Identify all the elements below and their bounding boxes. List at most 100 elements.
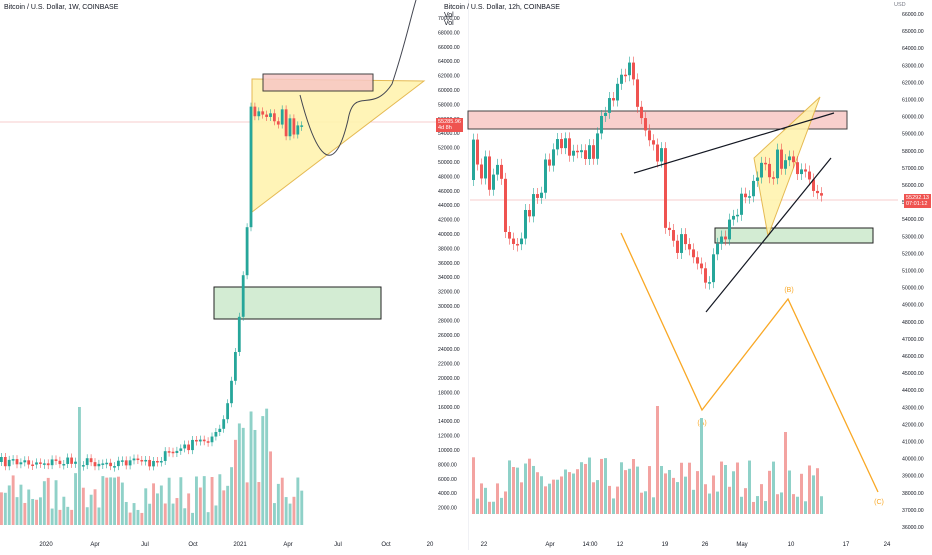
right-y-tick: 62000.00 — [902, 80, 924, 86]
left-candle — [163, 451, 167, 461]
left-volume-bar — [214, 505, 218, 525]
left-candle — [62, 463, 66, 466]
left-candle — [54, 459, 58, 461]
left-x-tick: Apr — [90, 542, 99, 548]
left-volume-bar — [183, 508, 187, 525]
right-volume-bar — [800, 473, 803, 514]
left-volume-bar — [35, 499, 38, 525]
right-volume-bar — [512, 467, 515, 514]
left-candle — [66, 457, 70, 464]
left-volume-bar — [66, 506, 70, 525]
right-candle — [532, 194, 535, 217]
left-candle — [261, 111, 265, 115]
left-volume-bar — [54, 480, 58, 525]
left-candle — [105, 462, 109, 465]
right-candle — [496, 164, 499, 175]
left-candle — [159, 460, 163, 463]
right-candle — [764, 162, 767, 165]
right-candle — [768, 163, 771, 178]
middle-y-tick: 64000.00 — [438, 59, 460, 65]
right-volume-bar — [576, 469, 579, 514]
left-volume-bar — [58, 509, 62, 525]
middle-y-tick: 42000.00 — [438, 218, 460, 224]
left-chart-header: Bitcoin / U.S. Dollar, 1W, COINBASE — [4, 4, 118, 12]
left-volume-bar — [234, 439, 237, 525]
right-volume-bar — [596, 480, 599, 514]
middle-y-tick: 28000.00 — [438, 318, 460, 324]
left-volume-bar — [101, 476, 105, 525]
left-candle — [109, 462, 112, 467]
left-volume-bar — [187, 493, 191, 525]
right-volume-bar — [492, 501, 495, 514]
left-candle — [11, 459, 15, 461]
right-vol-label: Vol — [444, 12, 454, 19]
right-y-tick: 48000.00 — [902, 320, 924, 326]
left-volume-bar — [120, 482, 124, 525]
right-candle — [580, 150, 583, 153]
right-candle — [796, 162, 799, 175]
left-x-tick: Jul — [334, 542, 342, 548]
left-volume-bar — [27, 489, 31, 525]
right-candle — [648, 130, 651, 141]
left-volume-bar — [210, 476, 214, 525]
left-candle — [273, 113, 276, 122]
right-candle — [564, 138, 567, 149]
left-volume-bar — [78, 407, 81, 525]
right-volume-bar — [556, 479, 559, 514]
left-candle — [128, 460, 132, 466]
left-volume-bar — [237, 423, 241, 525]
middle-y-tick: 26000.00 — [438, 333, 460, 339]
left-volume-bar — [222, 490, 226, 525]
left-candle — [191, 439, 194, 451]
right-candle — [716, 243, 719, 255]
right-y-tick: 51000.00 — [902, 269, 924, 275]
left-volume-bar — [276, 483, 280, 525]
right-volume-bar — [732, 471, 735, 514]
right-y-tick: 54000.00 — [902, 217, 924, 223]
right-candle — [592, 145, 595, 159]
left-candle — [245, 227, 249, 276]
left-candle — [132, 458, 136, 461]
right-candle — [604, 112, 607, 116]
right-volume-bar — [496, 483, 499, 514]
left-volume-bar — [31, 498, 35, 525]
right-candle — [808, 171, 811, 180]
middle-y-tick: 4000.00 — [438, 491, 457, 497]
left-volume-bar — [19, 484, 23, 525]
left-candle — [198, 439, 202, 442]
right-axis-currency: USD — [894, 2, 906, 8]
right-volume-bar — [588, 457, 591, 514]
right-candle — [548, 159, 551, 166]
left-volume-bar — [179, 477, 183, 525]
right-y-tick: 52000.00 — [902, 251, 924, 257]
right-volume-bar — [696, 471, 699, 514]
right-candle — [628, 62, 631, 76]
right-resistance-zone — [467, 110, 848, 130]
right-candle — [804, 169, 807, 172]
right-candle — [488, 156, 491, 190]
right-vol-label-2: Vol — [444, 20, 454, 27]
right-candle — [540, 192, 543, 198]
left-x-tick: Oct — [381, 542, 391, 548]
left-candle — [167, 451, 171, 453]
right-candle — [756, 177, 759, 181]
right-candle — [656, 144, 659, 162]
left-volume-bar — [124, 501, 128, 525]
right-candle — [720, 236, 723, 244]
right-candle — [772, 177, 775, 179]
left-volume-bar — [284, 497, 288, 525]
right-volume-bar — [548, 483, 551, 514]
right-candle — [508, 231, 511, 239]
right-volume-bar — [580, 462, 583, 514]
right-candle — [484, 156, 487, 179]
right-x-tick: 17 — [843, 542, 850, 548]
left-candle — [19, 462, 23, 465]
right-volume-bar — [536, 472, 539, 514]
right-candle — [520, 238, 523, 245]
right-candle — [552, 149, 555, 166]
left-volume-bar — [109, 477, 113, 525]
middle-y-tick: 44000.00 — [438, 203, 460, 209]
right-axis-bg — [898, 0, 932, 530]
right-candle — [668, 227, 671, 231]
